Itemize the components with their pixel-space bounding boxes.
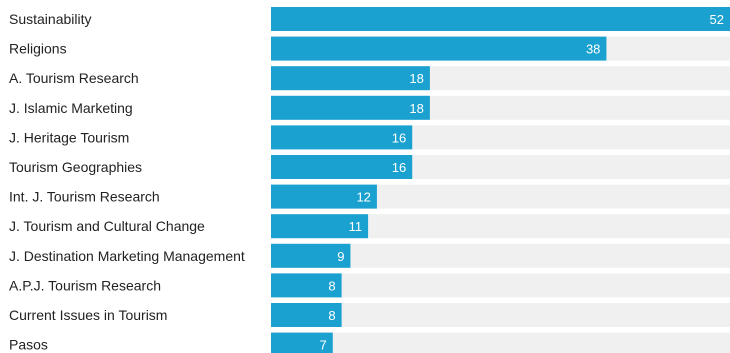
value-label: 7: [320, 338, 327, 353]
category-label: Current Issues in Tourism: [9, 307, 167, 323]
value-label: 38: [586, 42, 600, 57]
bar-track: [271, 273, 730, 298]
bar: [271, 36, 607, 61]
bar: [271, 66, 430, 91]
value-label: 52: [710, 12, 724, 27]
category-label: Sustainability: [9, 11, 92, 27]
bar: [271, 214, 369, 239]
value-label: 11: [349, 219, 363, 234]
category-label: J. Tourism and Cultural Change: [9, 218, 205, 234]
category-label: Tourism Geographies: [9, 159, 142, 175]
bar: [271, 125, 413, 150]
bar-track: [271, 243, 730, 268]
bar: [271, 184, 377, 209]
value-label: 16: [392, 130, 406, 145]
category-labels: Sustainability Religions A. Tourism Resear…: [9, 11, 245, 353]
category-label: J. Heritage Tourism: [9, 129, 129, 145]
value-label: 9: [337, 249, 344, 264]
category-label: J. Destination Marketing Management: [9, 248, 245, 264]
category-label: Pasos: [9, 337, 48, 353]
bar: [271, 155, 413, 179]
value-label: 18: [409, 71, 423, 86]
bar-track: [271, 332, 730, 353]
value-label: 8: [328, 308, 335, 323]
bar-track: [271, 303, 730, 327]
bar: [271, 95, 430, 120]
bar: [271, 7, 730, 31]
bars: [271, 7, 730, 353]
bar: [271, 332, 333, 353]
bar: [271, 303, 342, 327]
value-label: 8: [328, 278, 335, 293]
value-label: 12: [356, 190, 370, 205]
value-label: 16: [392, 160, 406, 175]
category-label: A.P.J. Tourism Research: [9, 277, 161, 293]
category-label: Int. J. Tourism Research: [9, 189, 160, 205]
value-label: 18: [409, 101, 423, 116]
category-label: J. Islamic Marketing: [9, 100, 133, 116]
bar: [271, 273, 342, 298]
category-label: Religions: [9, 41, 67, 57]
bar: [271, 243, 351, 268]
category-label: A. Tourism Research: [9, 70, 139, 86]
